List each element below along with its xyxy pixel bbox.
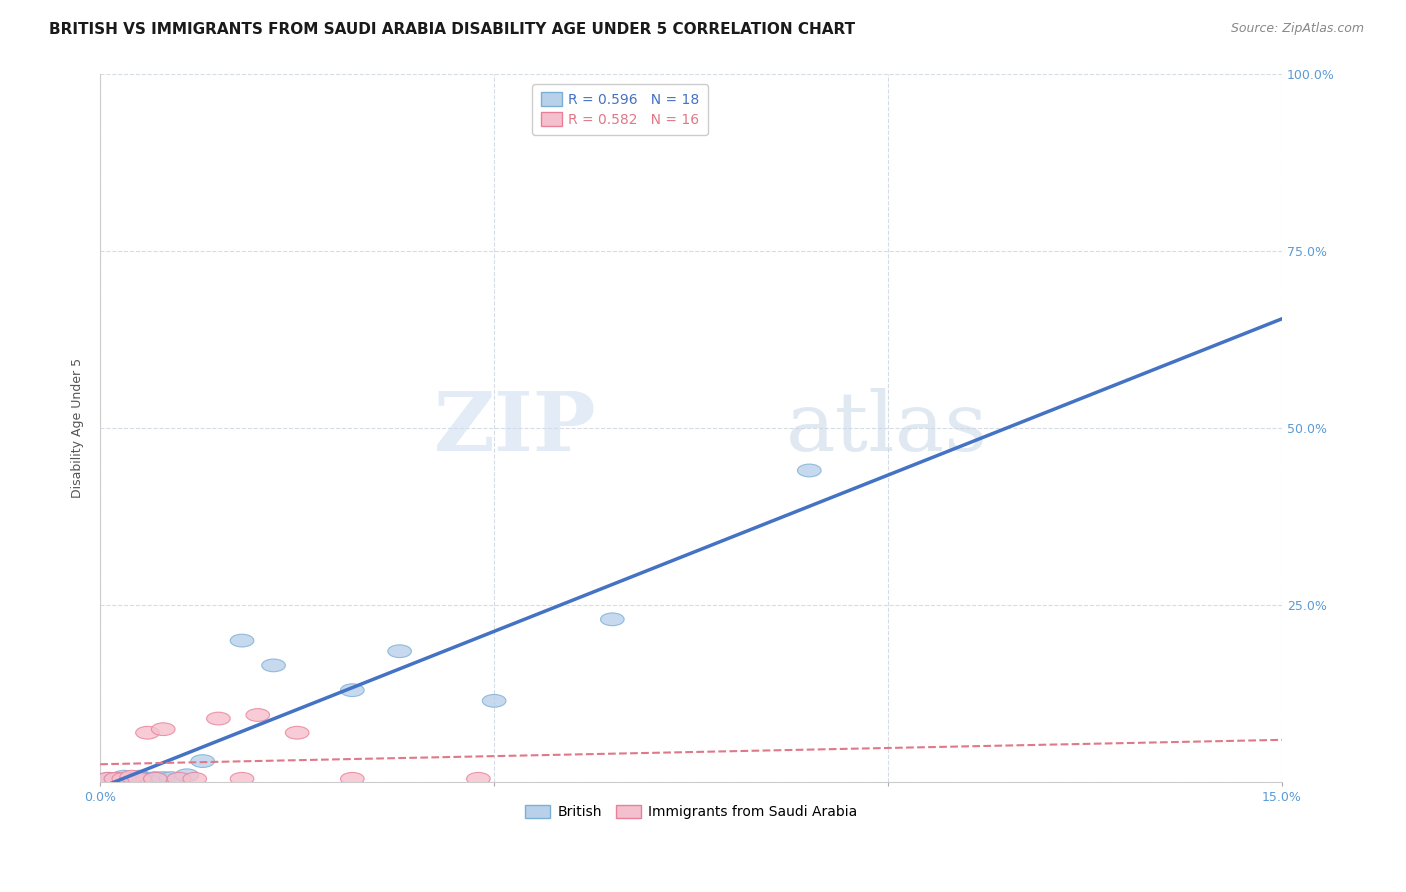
Ellipse shape [120, 771, 143, 783]
Ellipse shape [104, 772, 128, 785]
Ellipse shape [143, 772, 167, 785]
Ellipse shape [388, 645, 412, 657]
Ellipse shape [159, 772, 183, 784]
Ellipse shape [104, 772, 128, 785]
Ellipse shape [135, 726, 159, 739]
Ellipse shape [231, 634, 254, 647]
Ellipse shape [143, 772, 167, 784]
Legend: British, Immigrants from Saudi Arabia: British, Immigrants from Saudi Arabia [520, 799, 862, 825]
Ellipse shape [167, 772, 191, 785]
Ellipse shape [96, 772, 120, 785]
Ellipse shape [467, 772, 491, 785]
Ellipse shape [191, 755, 215, 767]
Text: ZIP: ZIP [434, 388, 596, 468]
Ellipse shape [285, 726, 309, 739]
Ellipse shape [120, 772, 143, 785]
Ellipse shape [112, 772, 135, 785]
Ellipse shape [340, 772, 364, 785]
Ellipse shape [207, 712, 231, 725]
Y-axis label: Disability Age Under 5: Disability Age Under 5 [72, 358, 84, 498]
Ellipse shape [246, 708, 270, 722]
Ellipse shape [96, 772, 120, 785]
Ellipse shape [152, 723, 176, 736]
Ellipse shape [340, 684, 364, 697]
Ellipse shape [176, 769, 198, 781]
Ellipse shape [600, 613, 624, 625]
Ellipse shape [482, 695, 506, 707]
Ellipse shape [152, 772, 176, 784]
Ellipse shape [135, 772, 159, 785]
Text: BRITISH VS IMMIGRANTS FROM SAUDI ARABIA DISABILITY AGE UNDER 5 CORRELATION CHART: BRITISH VS IMMIGRANTS FROM SAUDI ARABIA … [49, 22, 855, 37]
Ellipse shape [128, 771, 152, 783]
Text: Source: ZipAtlas.com: Source: ZipAtlas.com [1230, 22, 1364, 36]
Ellipse shape [262, 659, 285, 672]
Ellipse shape [797, 464, 821, 477]
Ellipse shape [112, 771, 135, 783]
Ellipse shape [128, 772, 152, 785]
Ellipse shape [231, 772, 254, 785]
Text: atlas: atlas [786, 388, 988, 468]
Ellipse shape [183, 772, 207, 785]
